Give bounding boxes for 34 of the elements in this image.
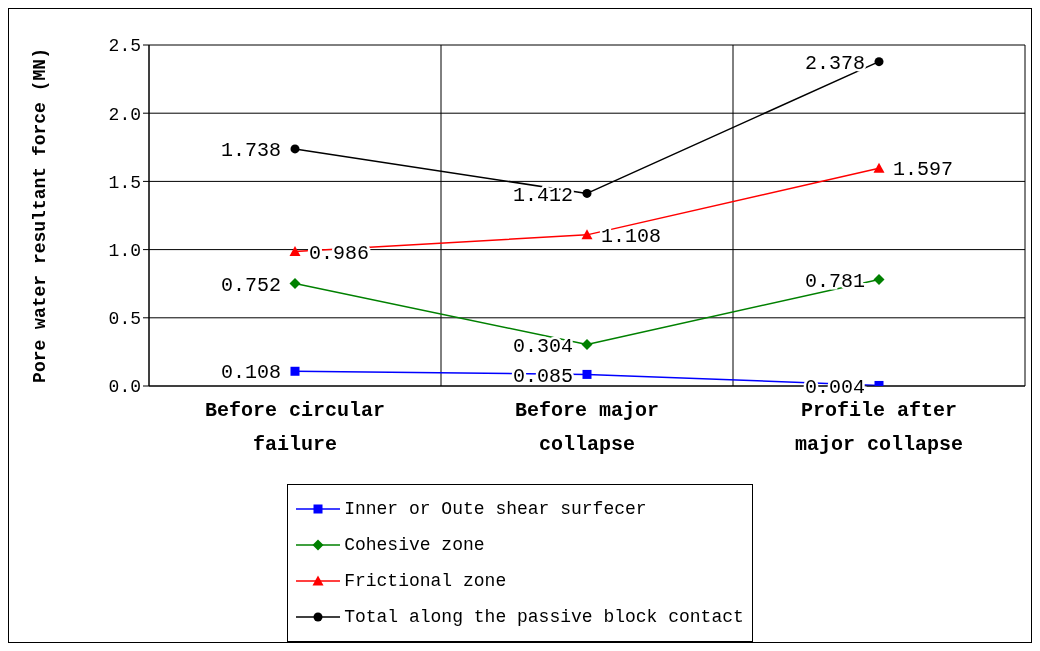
legend-label: Frictional zone — [344, 571, 507, 591]
x-tick-label: Before major collapse — [514, 399, 660, 456]
point — [874, 57, 884, 67]
legend-label: Cohesive zone — [344, 535, 485, 555]
y-tick-label: 2.0 — [108, 104, 141, 125]
point — [582, 369, 592, 379]
data-label: 1.412 — [512, 183, 573, 207]
data-label: 1.108 — [601, 224, 662, 248]
point — [290, 366, 300, 376]
y-tick-label: 2.5 — [108, 36, 141, 57]
data-label: 0.304 — [512, 334, 573, 358]
point — [289, 246, 301, 257]
point — [290, 144, 300, 154]
data-label: 0.752 — [220, 273, 281, 297]
x-tick-label: Profile after major collapse — [794, 399, 964, 456]
data-label: 0.781 — [804, 269, 865, 293]
data-label: 2.378 — [804, 51, 865, 75]
point — [581, 339, 593, 351]
data-label: 1.738 — [220, 139, 281, 163]
point — [873, 162, 885, 173]
data-label: 1.597 — [893, 158, 954, 182]
y-tick-label: 1.5 — [108, 172, 141, 193]
x-tick-label: Before circular failure — [204, 399, 386, 456]
y-tick-label: 1.0 — [108, 240, 141, 261]
point — [582, 188, 592, 198]
legend-label: Total along the passive block contact — [344, 607, 744, 627]
point — [289, 277, 301, 289]
data-label: 0.108 — [220, 361, 281, 385]
y-tick-label: 0.0 — [108, 377, 141, 398]
y-axis-title: Pore water resultant force (MN) — [30, 48, 51, 383]
legend-label: Inner or Oute shear surfecer — [344, 499, 647, 519]
point — [581, 229, 593, 240]
y-tick-label: 0.5 — [108, 309, 141, 330]
point — [873, 273, 885, 285]
